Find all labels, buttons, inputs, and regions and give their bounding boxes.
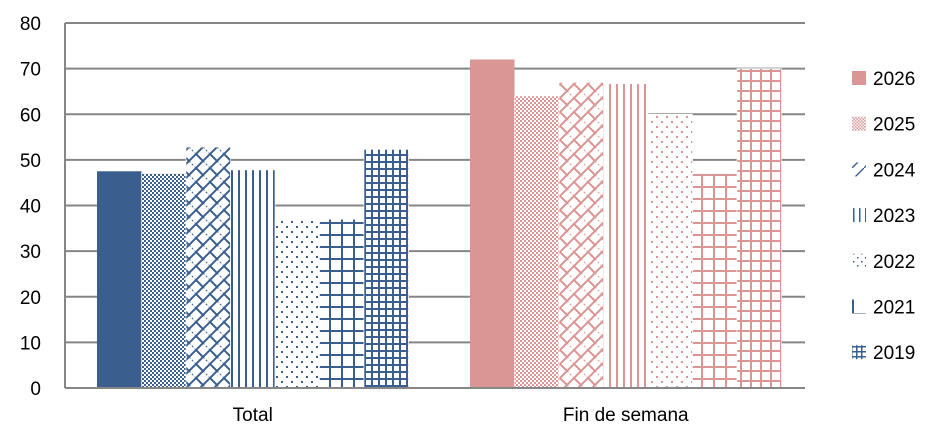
x-axis-category-labels: Total Fin de semana [233, 405, 689, 426]
x-category-label: Total [233, 405, 273, 426]
legend-swatch-2024 [852, 162, 866, 177]
legend-label-2026: 2026 [873, 69, 915, 90]
legend-label-2024: 2024 [873, 160, 916, 181]
y-tick-label: 0 [30, 379, 41, 400]
y-tick-label: 60 [20, 105, 41, 126]
bar-2026-fin-de-semana [470, 59, 515, 388]
y-tick-label: 20 [20, 288, 41, 309]
legend-swatch-2019 [852, 345, 866, 360]
bar-2022-fin-de-semana [647, 113, 693, 389]
bar-2019-fin-de-semana [736, 68, 782, 389]
bar-2024-fin-de-semana [558, 82, 604, 389]
y-tick-label: 70 [20, 60, 41, 81]
legend-swatch-2022 [852, 253, 866, 268]
legend-swatch-2023 [852, 208, 866, 223]
y-tick-label: 50 [20, 151, 41, 172]
y-tick-label: 80 [20, 14, 41, 35]
legend-label-2023: 2023 [873, 206, 915, 227]
x-category-label: Fin de semana [563, 405, 689, 426]
legend-label-2025: 2025 [873, 115, 915, 136]
bar-2023-fin-de-semana [603, 83, 649, 389]
bar-2021-total [319, 218, 365, 389]
legend-label-2019: 2019 [873, 343, 915, 364]
bar-2023-total [230, 169, 276, 389]
bar-2026-total [97, 171, 142, 388]
bar-2019-total [363, 149, 409, 389]
legend-swatch-2025 [852, 116, 866, 131]
bar-2025-total [141, 173, 187, 389]
y-axis-tick-labels: 0 10 20 30 40 50 60 70 80 [20, 14, 41, 400]
y-tick-label: 30 [20, 242, 41, 263]
y-tick-label: 10 [20, 333, 41, 354]
bar-2022-total [274, 218, 320, 389]
legend: 2026 2025 2024 2023 2022 2021 2019 [852, 69, 916, 364]
legend-swatch-2021 [852, 299, 866, 314]
bar-2024-total [185, 146, 231, 389]
legend-swatch-2026 [852, 71, 866, 85]
bar-2025-fin-de-semana [514, 95, 560, 389]
bars [97, 59, 782, 389]
bar-2021-fin-de-semana [692, 173, 738, 389]
legend-label-2022: 2022 [873, 252, 915, 273]
legend-label-2021: 2021 [873, 298, 915, 319]
y-tick-label: 40 [20, 197, 41, 218]
axes [64, 23, 805, 389]
